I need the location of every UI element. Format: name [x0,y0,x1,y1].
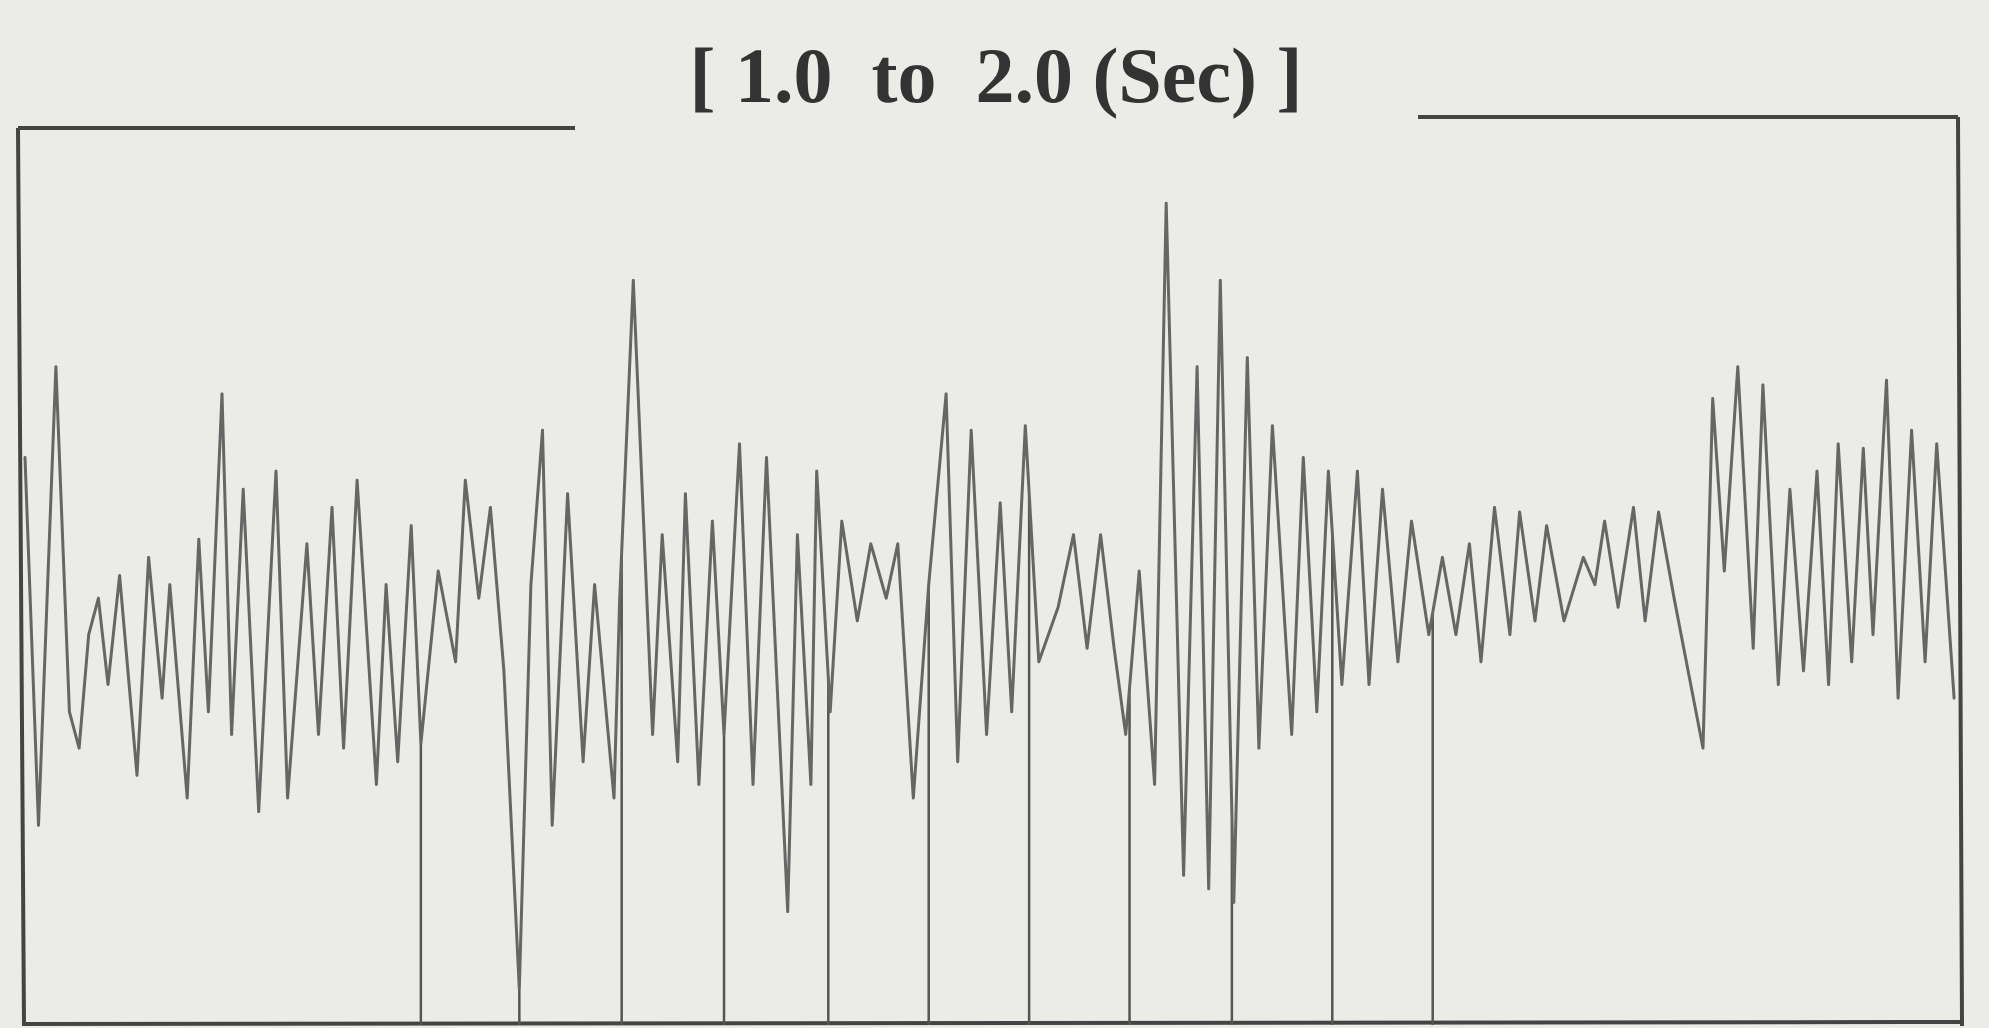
waveform [23,201,1956,991]
frame-left [16,127,26,1027]
frame-bottom [21,1020,1963,1026]
frame-right [1956,116,1964,1027]
chart-title: [ 1.0 to 2.0 (Sec) ] [690,32,1303,119]
